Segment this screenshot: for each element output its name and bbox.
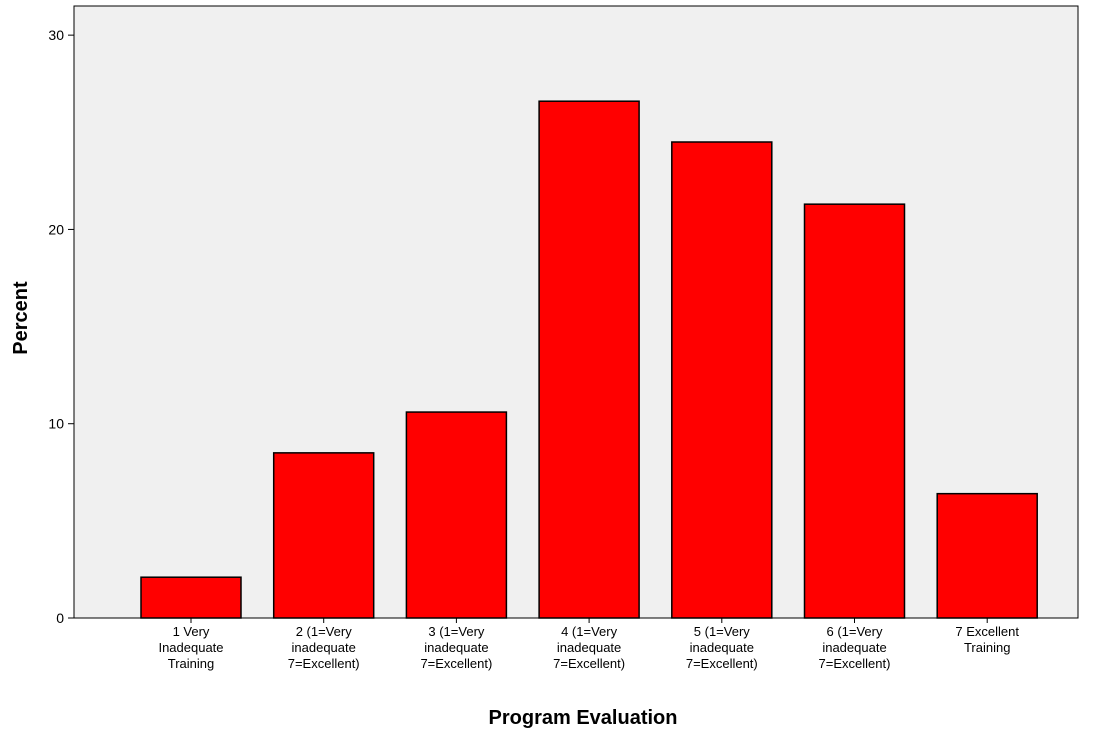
x-tick-label-line: inadequate <box>557 640 621 655</box>
x-tick-label: 1 Very Inadequate Training <box>158 624 223 671</box>
bar <box>405 411 508 619</box>
x-tick-label-line: inadequate <box>424 640 488 655</box>
y-tick-label: 30 <box>48 27 64 43</box>
x-axis-title: Program Evaluation <box>489 707 678 729</box>
bar <box>803 203 906 619</box>
x-tick-label-line: 7=Excellent) <box>819 656 891 671</box>
bar <box>936 492 1038 619</box>
x-tick-label-line: 1 Very <box>173 624 210 639</box>
y-axis: 0 10 20 30 <box>48 27 74 626</box>
bar <box>538 100 640 619</box>
x-tick-label-line: 5 (1=Very <box>694 624 751 639</box>
x-tick-label-line: 7=Excellent) <box>420 656 492 671</box>
x-tick-label-line: 7=Excellent) <box>288 656 360 671</box>
x-tick-label: 3 (1=Very inadequate 7=Excellent) <box>420 624 492 671</box>
bar <box>272 452 375 619</box>
x-tick-label-line: Training <box>168 656 214 671</box>
x-tick-label-line: 4 (1=Very <box>561 624 618 639</box>
x-tick-label-line: inadequate <box>690 640 754 655</box>
x-tick-label-line: inadequate <box>822 640 886 655</box>
bar <box>140 576 242 619</box>
x-tick-label: 5 (1=Very inadequate 7=Excellent) <box>686 624 758 671</box>
x-tick-label: 4 (1=Very inadequate 7=Excellent) <box>553 624 625 671</box>
x-tick-label: 6 (1=Very inadequate 7=Excellent) <box>819 624 891 671</box>
x-tick-label-line: 2 (1=Very <box>296 624 353 639</box>
x-tick-label-line: 6 (1=Very <box>826 624 883 639</box>
y-axis-title: Percent <box>10 281 32 355</box>
x-tick-label-line: 7 Excellent <box>955 624 1019 639</box>
x-tick-label: 2 (1=Very inadequate 7=Excellent) <box>288 624 360 671</box>
x-tick-label-line: 7=Excellent) <box>553 656 625 671</box>
bar <box>671 141 773 619</box>
x-tick-label-line: Inadequate <box>158 640 223 655</box>
bars <box>140 100 1038 619</box>
x-tick-label-line: inadequate <box>292 640 356 655</box>
x-tick-label-line: Training <box>964 640 1010 655</box>
y-tick-label: 20 <box>48 221 64 237</box>
y-tick-label: 0 <box>56 610 64 626</box>
x-tick-label: 7 Excellent Training <box>955 624 1019 655</box>
x-tick-label-line: 7=Excellent) <box>686 656 758 671</box>
y-tick-label: 10 <box>48 416 64 432</box>
x-tick-label-line: 3 (1=Very <box>428 624 485 639</box>
